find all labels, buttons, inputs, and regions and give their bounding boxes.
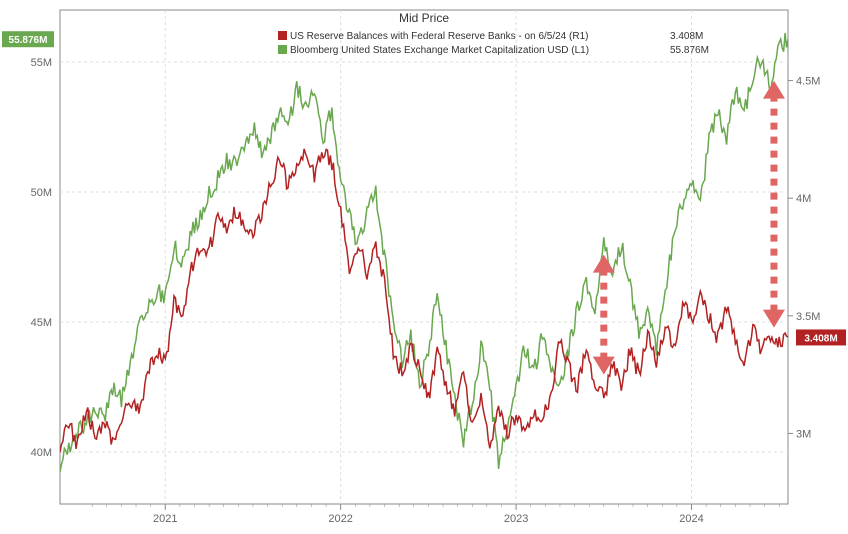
y-left-tick-label: 40M [31,447,52,459]
chart-container: 40M 45M 50M 55M 3M 3.5M 4M 4.5M 2021 2022 2023 2024… [0,0,848,534]
legend-value-mktcap: 55.876M [670,45,709,56]
x-tick-label: 2024 [679,513,703,525]
value-badge-right-text: 3.408M [804,333,837,344]
legend-swatch-mktcap [278,45,287,54]
value-badge-left-text: 55.876M [9,35,48,46]
chart-title: Mid Price [399,11,449,25]
y-left-tick-label: 55M [31,57,52,69]
x-tick-label: 2023 [504,513,528,525]
legend-label-reserve: US Reserve Balances with Federal Reserve… [290,31,588,42]
legend-value-reserve: 3.408M [670,31,703,42]
x-tick-label: 2022 [328,513,352,525]
y-right-tick-label: 3.5M [796,311,820,323]
chart-svg: 40M 45M 50M 55M 3M 3.5M 4M 4.5M 2021 2022 2023 2024… [0,0,848,534]
y-right-tick-label: 4M [796,193,811,205]
y-right-tick-label: 3M [796,428,811,440]
legend-swatch-reserve [278,31,287,40]
x-tick-label: 2021 [153,513,177,525]
y-left-tick-label: 50M [31,187,52,199]
y-right-tick-label: 4.5M [796,76,820,88]
legend-label-mktcap: Bloomberg United States Exchange Market … [290,45,589,56]
y-left-tick-label: 45M [31,317,52,329]
